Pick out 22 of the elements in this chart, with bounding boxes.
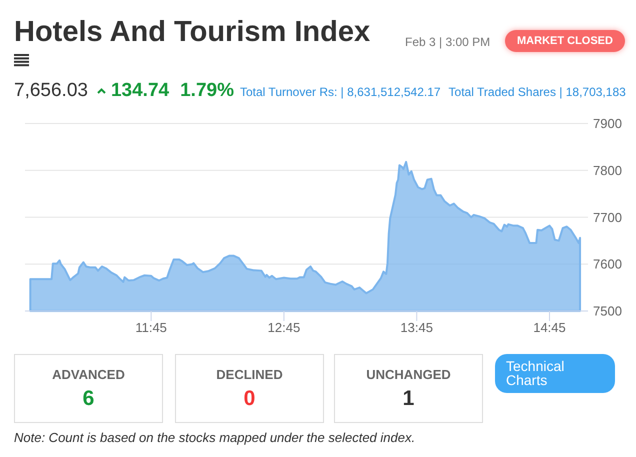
text: Note: Count is based on the stocks mapped under the selected index. [14,430,416,445]
chart-title: Hotels And Tourism Index [14,16,370,48]
stat-card: DECLINED 0 [175,354,324,423]
button: Technical Charts [495,354,615,393]
y-tick-label: 7900 [593,116,622,132]
text: Total Turnover Rs: | 8,631,512,542.17 [240,85,441,99]
status-badge: MARKET CLOSED [505,30,625,52]
text: Feb 3 | 3:00 PM [405,35,490,49]
y-tick-label: 7600 [593,256,622,272]
stat-card: UNCHANGED 1 [334,354,483,423]
x-tick-label: 14:45 [533,320,566,335]
y-tick-label: 7700 [593,210,622,225]
text: Total Traded Shares | 18,703,183 [448,85,626,99]
x-tick-label: 12:45 [268,320,300,335]
x-tick-label: 11:45 [135,320,167,335]
text: 7,656.03 [14,80,88,102]
text: 1.79% [180,80,234,102]
stat-card: ADVANCED 6 [14,354,163,423]
text: 134.74 [110,80,170,102]
y-tick-label: 7500 [593,304,622,319]
y-tick-label: 7800 [593,162,622,178]
x-tick-label: 13:45 [400,320,433,335]
